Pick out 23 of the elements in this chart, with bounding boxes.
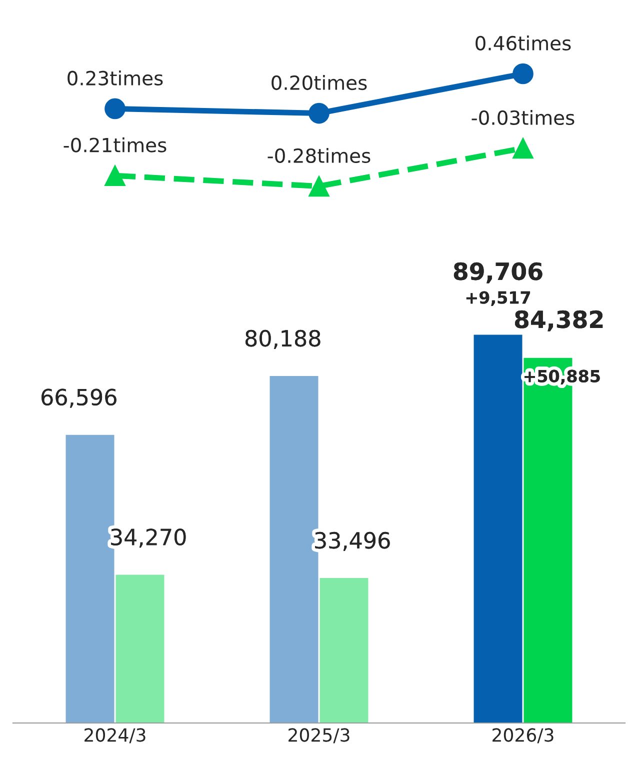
point [512, 138, 534, 159]
data-label: 0.20times [272, 75, 367, 90]
data-label: -0.21times [64, 137, 166, 152]
x-tick-label: 2026/3 [492, 728, 554, 744]
annotation: +9,517 [466, 291, 530, 306]
point [308, 176, 330, 197]
data-label: 84,382 [514, 310, 603, 332]
bar [320, 578, 368, 723]
x-tick-label: 2025/3 [288, 728, 350, 744]
data-label: -0.28times [268, 148, 370, 164]
data-label: -0.03times [472, 110, 574, 126]
data-label: 66,596 [42, 388, 116, 408]
data-label: 0.23times [68, 70, 163, 86]
point [512, 63, 534, 84]
point [104, 165, 126, 186]
x-tick-label: 2024/3 [84, 728, 146, 744]
point [308, 102, 330, 124]
point [104, 98, 126, 120]
bar [474, 334, 522, 723]
data-label: 80,188 [246, 330, 320, 349]
data-label: 89,706 [454, 262, 542, 284]
data-label: 0.46times [476, 35, 571, 51]
bar [116, 574, 164, 723]
